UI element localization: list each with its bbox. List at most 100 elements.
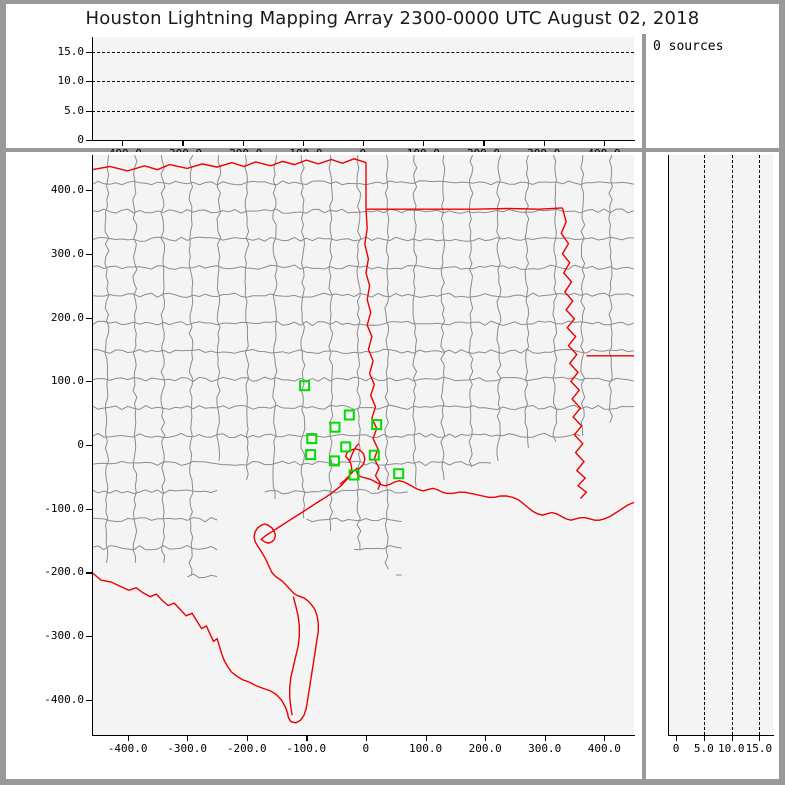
county-line <box>356 155 362 551</box>
county-line <box>187 573 218 579</box>
county-line <box>92 516 218 523</box>
y-axis-tick-label: -300.0 <box>44 629 84 643</box>
x-axis-tick-label: -400.0 <box>107 742 148 755</box>
source-count-panel: 0 sources <box>646 34 779 148</box>
county-line <box>188 155 194 576</box>
county-line <box>244 155 250 481</box>
county-line <box>216 155 222 461</box>
lma-station-marker <box>340 441 352 453</box>
county-line <box>160 155 166 563</box>
county-line <box>272 155 278 500</box>
county-line <box>496 155 502 461</box>
x-axis-tick <box>363 140 365 146</box>
x-axis-tick <box>122 140 124 146</box>
x-axis-tick-label: 5.0 <box>693 742 714 755</box>
county-line <box>384 155 390 570</box>
state-line-arkansas-louisiana <box>366 207 563 210</box>
county-line <box>92 264 634 270</box>
county-line <box>92 208 634 214</box>
x-axis-tick-label: 100.0 <box>409 742 443 755</box>
x-axis-tick <box>703 735 706 741</box>
x-axis-tick <box>543 140 545 146</box>
x-axis-tick <box>425 735 427 741</box>
y-axis-tick-label: 15.0 <box>57 44 85 58</box>
y-axis-tick-label: 0 <box>77 133 84 146</box>
county-line <box>412 155 418 487</box>
page-title: Houston Lightning Mapping Array 2300-000… <box>85 8 700 29</box>
x-axis-tick <box>182 140 184 146</box>
y-axis-tick <box>86 110 92 112</box>
y-axis-tick <box>86 140 92 142</box>
x-axis-tick <box>246 735 249 741</box>
county-line <box>132 155 138 563</box>
x-axis-tick <box>544 735 546 741</box>
x-axis-tick <box>365 735 368 741</box>
time-height-panel: -400.0-300.0-200.0-100.00100.0200.0300.0… <box>6 34 642 160</box>
county-boundaries <box>92 155 634 579</box>
x-axis-line <box>92 735 635 737</box>
county-line <box>468 155 474 468</box>
x-axis-tick-label: -100.0 <box>286 742 327 755</box>
y-axis-tick-label: 300.0 <box>50 246 84 260</box>
x-axis-tick-label: 10.0 <box>718 742 745 755</box>
x-axis-tick <box>483 140 485 146</box>
county-line <box>524 155 530 449</box>
county-line <box>92 544 218 551</box>
plan-view-map-panel: -400.0 -300.0 -200.0 -100.0 0 100.0 200.0 300.0… <box>6 152 642 779</box>
east-west-projection-panel: 0 5.0 10.0 15.0 <box>646 152 779 779</box>
county-line <box>92 320 634 327</box>
x-axis-tick <box>302 140 304 146</box>
time-height-plot-area <box>92 37 634 140</box>
lma-station-marker <box>348 469 360 481</box>
county-line <box>306 517 402 523</box>
y-axis-tick <box>86 508 92 510</box>
gridline-vertical <box>759 155 761 735</box>
county-line <box>92 432 581 439</box>
x-axis-tick <box>676 735 678 741</box>
y-axis-tick <box>86 445 92 447</box>
source-count-label: 0 sources <box>653 39 724 54</box>
gridline-vertical <box>731 155 733 735</box>
y-axis-tick <box>86 317 92 319</box>
y-axis-tick <box>86 636 92 638</box>
y-axis-tick-label: -100.0 <box>44 501 84 515</box>
county-line <box>354 544 402 551</box>
county-line <box>92 236 634 242</box>
y-axis-tick-label: 5.0 <box>64 103 84 117</box>
lma-station-marker <box>393 468 405 480</box>
y-axis-tick <box>86 51 92 53</box>
y-axis-tick <box>86 381 92 383</box>
lma-station-marker <box>343 409 355 421</box>
county-line <box>608 155 613 423</box>
x-axis-tick <box>485 735 487 741</box>
gridline-horizontal <box>92 51 634 53</box>
county-line <box>440 155 446 481</box>
county-line <box>92 404 634 411</box>
county-line <box>92 180 634 186</box>
x-axis-tick-label: 400.0 <box>587 742 621 755</box>
x-axis-tick <box>423 140 425 146</box>
gridline-horizontal <box>92 81 634 83</box>
y-axis-tick <box>86 190 92 192</box>
y-axis-tick-label: 400.0 <box>50 183 84 197</box>
lma-station-marker <box>306 433 318 445</box>
x-axis-tick-label: 0 <box>672 742 680 755</box>
lma-station-marker <box>329 421 341 433</box>
y-axis-tick-label: 10.0 <box>57 74 85 88</box>
y-axis-line <box>92 37 94 140</box>
county-line <box>264 488 408 495</box>
x-axis-tick-label: 200.0 <box>468 742 502 755</box>
y-axis-tick-label: -200.0 <box>44 565 84 579</box>
county-line <box>580 155 586 436</box>
lma-station-marker <box>368 449 380 461</box>
y-axis-tick <box>86 572 92 574</box>
y-axis-line <box>92 155 94 735</box>
state-line-texas-louisiana-sabine <box>364 209 382 490</box>
x-axis-tick-label: -300.0 <box>167 742 208 755</box>
y-axis-tick <box>86 253 92 255</box>
county-line <box>92 348 634 355</box>
y-axis-line <box>668 155 670 735</box>
lma-station-markers <box>299 380 405 481</box>
county-line <box>92 292 634 298</box>
x-axis-tick-label: 15.0 <box>745 742 773 755</box>
